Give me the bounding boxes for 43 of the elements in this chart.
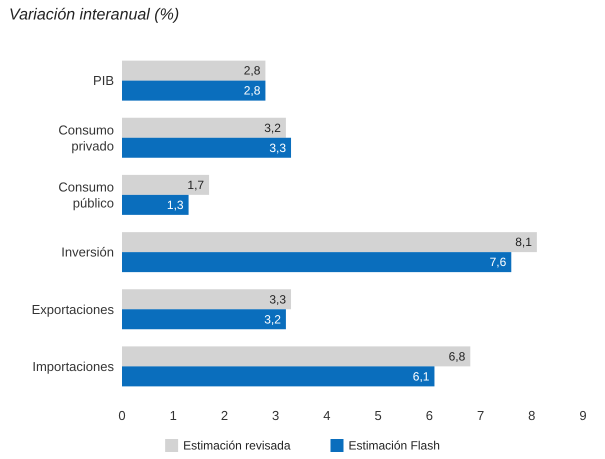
y-tick-label: Importaciones xyxy=(32,358,114,374)
data-label: 2,8 xyxy=(244,64,261,78)
legend-label: Estimación revisada xyxy=(183,438,291,452)
legend-label: Estimación Flash xyxy=(348,438,440,452)
chart-subtitle: Variación interanual (%) xyxy=(9,6,180,24)
x-tick-label: 1 xyxy=(170,408,177,423)
y-tick-label: Consumo privado xyxy=(58,122,114,154)
bar xyxy=(122,232,537,252)
x-tick-label: 0 xyxy=(118,408,126,423)
bar xyxy=(122,174,210,195)
data-label: 6,1 xyxy=(412,369,430,384)
data-label: 1,7 xyxy=(187,178,204,192)
bar xyxy=(122,118,286,138)
x-tick-label: 5 xyxy=(374,408,382,423)
x-tick-label: 6 xyxy=(426,408,433,423)
bar xyxy=(122,80,266,101)
data-label: 3,2 xyxy=(264,120,282,135)
data-label: 2,8 xyxy=(244,84,261,98)
y-tick-label: Consumo público xyxy=(58,179,114,210)
x-tick-label: 2 xyxy=(220,408,228,423)
bar xyxy=(122,346,470,366)
bar xyxy=(122,366,434,386)
x-tick-label: 4 xyxy=(323,408,331,423)
x-tick-label: 8 xyxy=(528,408,536,423)
bar xyxy=(122,309,286,330)
y-tick-label: Inversión xyxy=(61,244,114,260)
data-label: 3,3 xyxy=(269,292,286,306)
y-tick-label: Exportaciones xyxy=(32,302,114,317)
data-label: 1,3 xyxy=(166,198,184,212)
data-label: 6,8 xyxy=(448,349,466,364)
bar xyxy=(122,252,512,272)
x-tick-label: 7 xyxy=(476,408,484,423)
bar xyxy=(122,138,292,158)
bar xyxy=(122,289,292,310)
x-tick-label: 3 xyxy=(272,408,280,423)
data-label: 3,2 xyxy=(264,312,282,326)
bar xyxy=(122,194,189,215)
data-label: 3,3 xyxy=(269,140,286,155)
bar xyxy=(122,60,266,81)
data-label: 8,1 xyxy=(515,235,532,250)
y-tick-label: PIB xyxy=(93,73,114,88)
data-label: 7,6 xyxy=(490,255,507,270)
x-tick-label: 9 xyxy=(579,408,587,423)
